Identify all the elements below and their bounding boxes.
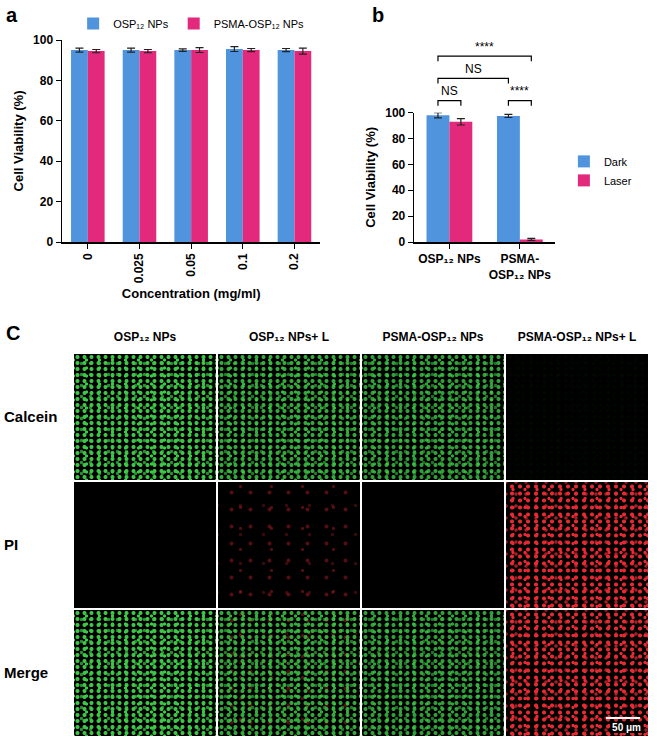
svg-text:PSMA-OSP₁₂ NPs: PSMA-OSP₁₂ NPs: [214, 18, 304, 30]
svg-text:0.2: 0.2: [287, 253, 301, 270]
html-text:PSMA-OSP₁₂ NPs+ L: PSMA-OSP₁₂ NPs+ L: [517, 330, 637, 344]
svg-text:0: 0: [399, 235, 406, 249]
svg-text:40: 40: [40, 154, 54, 168]
html-text:PI: PI: [4, 536, 19, 553]
svg-text:0.05: 0.05: [184, 253, 198, 277]
svg-text:60: 60: [392, 158, 406, 172]
svg-text:Dark: Dark: [604, 156, 628, 168]
svg-text:OSP₁₂ NPs: OSP₁₂ NPs: [418, 252, 481, 266]
svg-text:b: b: [372, 4, 384, 26]
svg-text:Concentration (mg/ml): Concentration (mg/ml): [122, 286, 261, 301]
svg-text:****: ****: [475, 40, 494, 54]
svg-text:PSMA-OSP₁₂ NPs: PSMA-OSP₁₂ NPs: [489, 252, 552, 282]
svg-text:80: 80: [40, 74, 54, 88]
svg-text:Cell Viability (%): Cell Viability (%): [363, 127, 378, 228]
svg-text:Laser: Laser: [604, 175, 632, 187]
svg-text:40: 40: [392, 183, 406, 197]
svg-text:20: 20: [40, 195, 54, 209]
html-text:PSMA-OSP₁₂ NPs: PSMA-OSP₁₂ NPs: [382, 330, 484, 344]
svg-text:NS: NS: [465, 62, 482, 76]
html-text:Merge: Merge: [4, 664, 49, 681]
svg-text:0.025: 0.025: [132, 253, 146, 283]
svg-text:80: 80: [392, 132, 406, 146]
svg-text:20: 20: [392, 209, 406, 223]
html-text:Calcein: Calcein: [4, 408, 58, 425]
svg-text:0: 0: [81, 253, 95, 260]
svg-text:100: 100: [385, 106, 405, 120]
html-text:OSP₁₂ NPs+ L: OSP₁₂ NPs+ L: [249, 330, 329, 344]
svg-text:OSP₁₂ NPs: OSP₁₂ NPs: [113, 18, 169, 30]
svg-text:****: ****: [510, 84, 529, 98]
svg-text:Cell Viability (%): Cell Viability (%): [11, 91, 26, 192]
html-text:50 μm: 50 μm: [612, 722, 641, 733]
svg-text:60: 60: [40, 114, 54, 128]
svg-text:0.1: 0.1: [236, 253, 250, 270]
svg-text:a: a: [6, 4, 18, 26]
html-text:OSP₁₂ NPs: OSP₁₂ NPs: [113, 330, 177, 344]
html-text:C: C: [6, 322, 21, 344]
svg-text:NS: NS: [441, 84, 458, 98]
svg-text:100: 100: [33, 33, 53, 47]
svg-text:0: 0: [46, 235, 53, 249]
